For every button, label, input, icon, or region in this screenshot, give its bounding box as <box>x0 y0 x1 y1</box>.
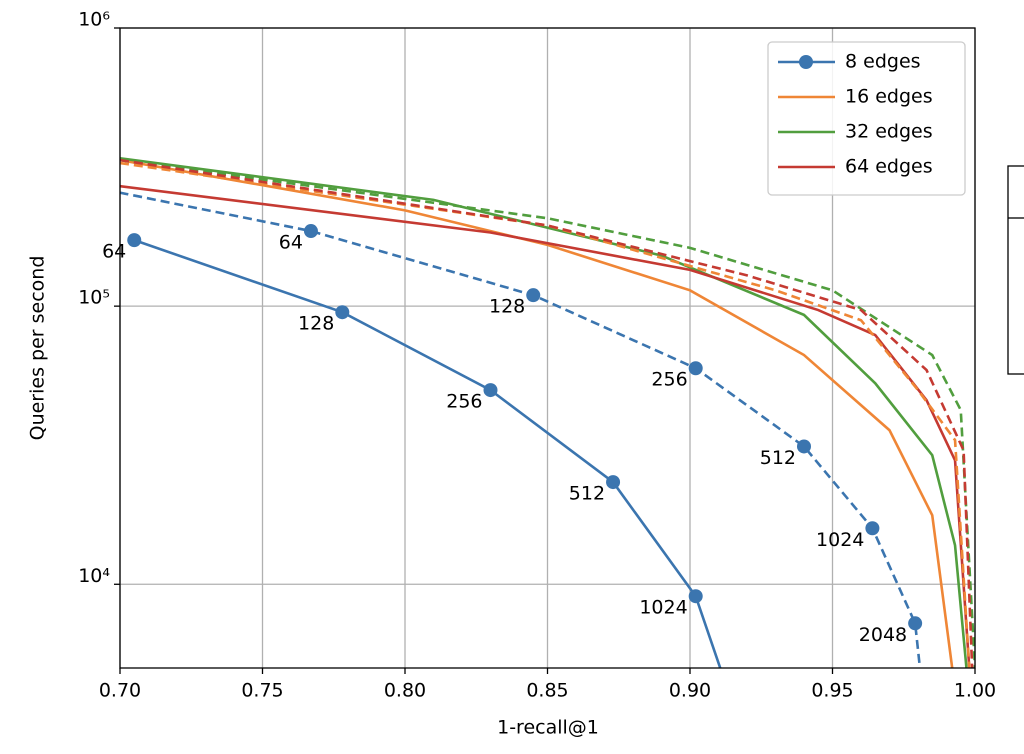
series-line <box>120 157 968 668</box>
point-marker <box>483 383 498 398</box>
series-line <box>120 191 922 668</box>
series-line <box>133 238 722 668</box>
point-label: 64 <box>279 232 303 254</box>
point-label: 512 <box>760 447 796 469</box>
point-marker <box>526 288 541 303</box>
series-line <box>120 161 971 668</box>
y-tick-label: 10⁶ <box>78 9 110 31</box>
y-tick-label: 10⁵ <box>78 287 110 309</box>
point-marker <box>908 616 923 631</box>
series-line <box>120 184 971 668</box>
x-tick-label: 0.75 <box>241 680 283 702</box>
y-axis-label: Queries per second <box>27 256 49 441</box>
point-label: 128 <box>489 296 525 318</box>
point-label: 256 <box>446 391 482 413</box>
point-marker <box>303 224 318 239</box>
legend-label: 32 edges <box>845 121 933 143</box>
point-marker <box>797 439 811 454</box>
x-tick-label: 1.00 <box>954 680 996 702</box>
point-label: 256 <box>651 369 687 391</box>
x-tick-label: 0.90 <box>669 680 711 702</box>
point-label: 1024 <box>816 529 864 551</box>
axes-frame <box>119 27 976 669</box>
point-label: 128 <box>298 313 334 335</box>
legend-box <box>767 41 966 196</box>
x-axis-label: 1-recall@1 <box>497 717 599 739</box>
point-marker <box>606 475 621 490</box>
legend-label: 8 edges <box>845 51 921 73</box>
point-marker <box>865 521 880 536</box>
point-marker <box>335 305 350 320</box>
point-marker <box>920 723 934 737</box>
x-tick-label: 0.95 <box>811 680 853 702</box>
point-label: 1024 <box>639 597 687 619</box>
y-tick-label: 10⁴ <box>78 565 110 587</box>
x-tick-label: 0.80 <box>384 680 426 702</box>
plot-area <box>99 157 975 737</box>
legend-label: 16 edges <box>845 86 933 108</box>
legend-label: 64 edges <box>845 156 933 178</box>
legend-marker <box>799 55 813 69</box>
point-marker <box>99 183 113 197</box>
clipped-box <box>1007 165 1024 375</box>
point-marker <box>688 589 703 604</box>
point-marker <box>734 723 748 737</box>
point-label: 2048 <box>859 624 907 646</box>
point-label: 64 <box>102 241 126 263</box>
x-tick-label: 0.85 <box>526 680 568 702</box>
series-line <box>120 158 954 668</box>
point-label: 512 <box>569 483 605 505</box>
series-line <box>120 158 974 668</box>
point-marker <box>127 233 142 248</box>
point-marker <box>688 361 703 376</box>
x-tick-label: 0.70 <box>99 680 141 702</box>
